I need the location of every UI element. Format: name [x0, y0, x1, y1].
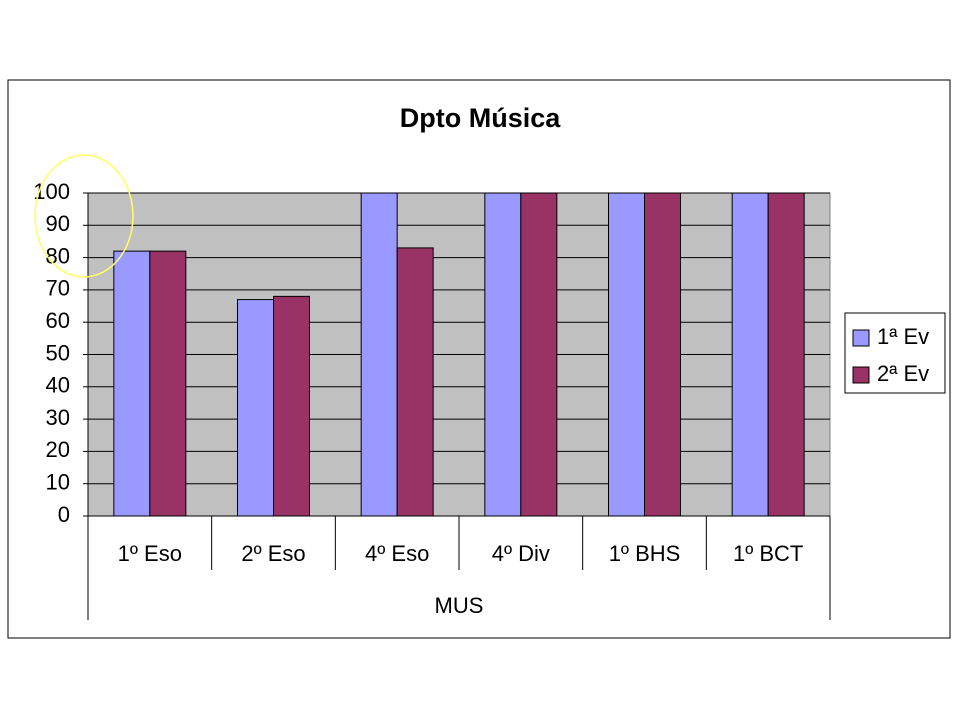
legend-swatch — [852, 366, 870, 384]
y-tick-label: 80 — [46, 243, 70, 268]
legend-label: 2ª Ev — [877, 361, 929, 386]
x-tick-label: 1º BHS — [609, 541, 681, 566]
bar — [149, 250, 187, 517]
legend-swatch — [852, 329, 870, 347]
bar — [484, 192, 522, 517]
y-tick-label: 60 — [46, 308, 70, 333]
bar — [731, 192, 769, 517]
chart-title: Dpto Música — [400, 103, 561, 133]
group-label: MUS — [435, 593, 484, 618]
y-tick-label: 70 — [46, 276, 70, 301]
bar — [396, 247, 434, 517]
bar — [273, 295, 310, 517]
x-tick-label: 4º Div — [492, 541, 550, 566]
x-tick-label: 4º Eso — [365, 541, 429, 566]
x-tick-label: 2º Eso — [241, 541, 305, 566]
y-tick-label: 40 — [46, 373, 70, 398]
x-tick-label: 1º Eso — [118, 541, 182, 566]
bar — [360, 192, 398, 517]
bar — [608, 192, 645, 517]
highlight-ellipse — [34, 154, 134, 278]
bar — [113, 250, 151, 517]
bar — [520, 192, 558, 517]
x-tick-label: 1º BCT — [733, 541, 803, 566]
bar — [767, 192, 805, 517]
y-tick-label: 20 — [46, 437, 70, 462]
y-tick-label: 50 — [46, 340, 70, 365]
y-tick-label: 90 — [46, 211, 70, 236]
bar — [644, 192, 681, 517]
legend-label: 1ª Ev — [877, 324, 929, 349]
y-tick-label: 0 — [58, 502, 70, 527]
bar — [237, 299, 274, 517]
y-tick-label: 10 — [46, 470, 70, 495]
y-tick-label: 30 — [46, 405, 70, 430]
